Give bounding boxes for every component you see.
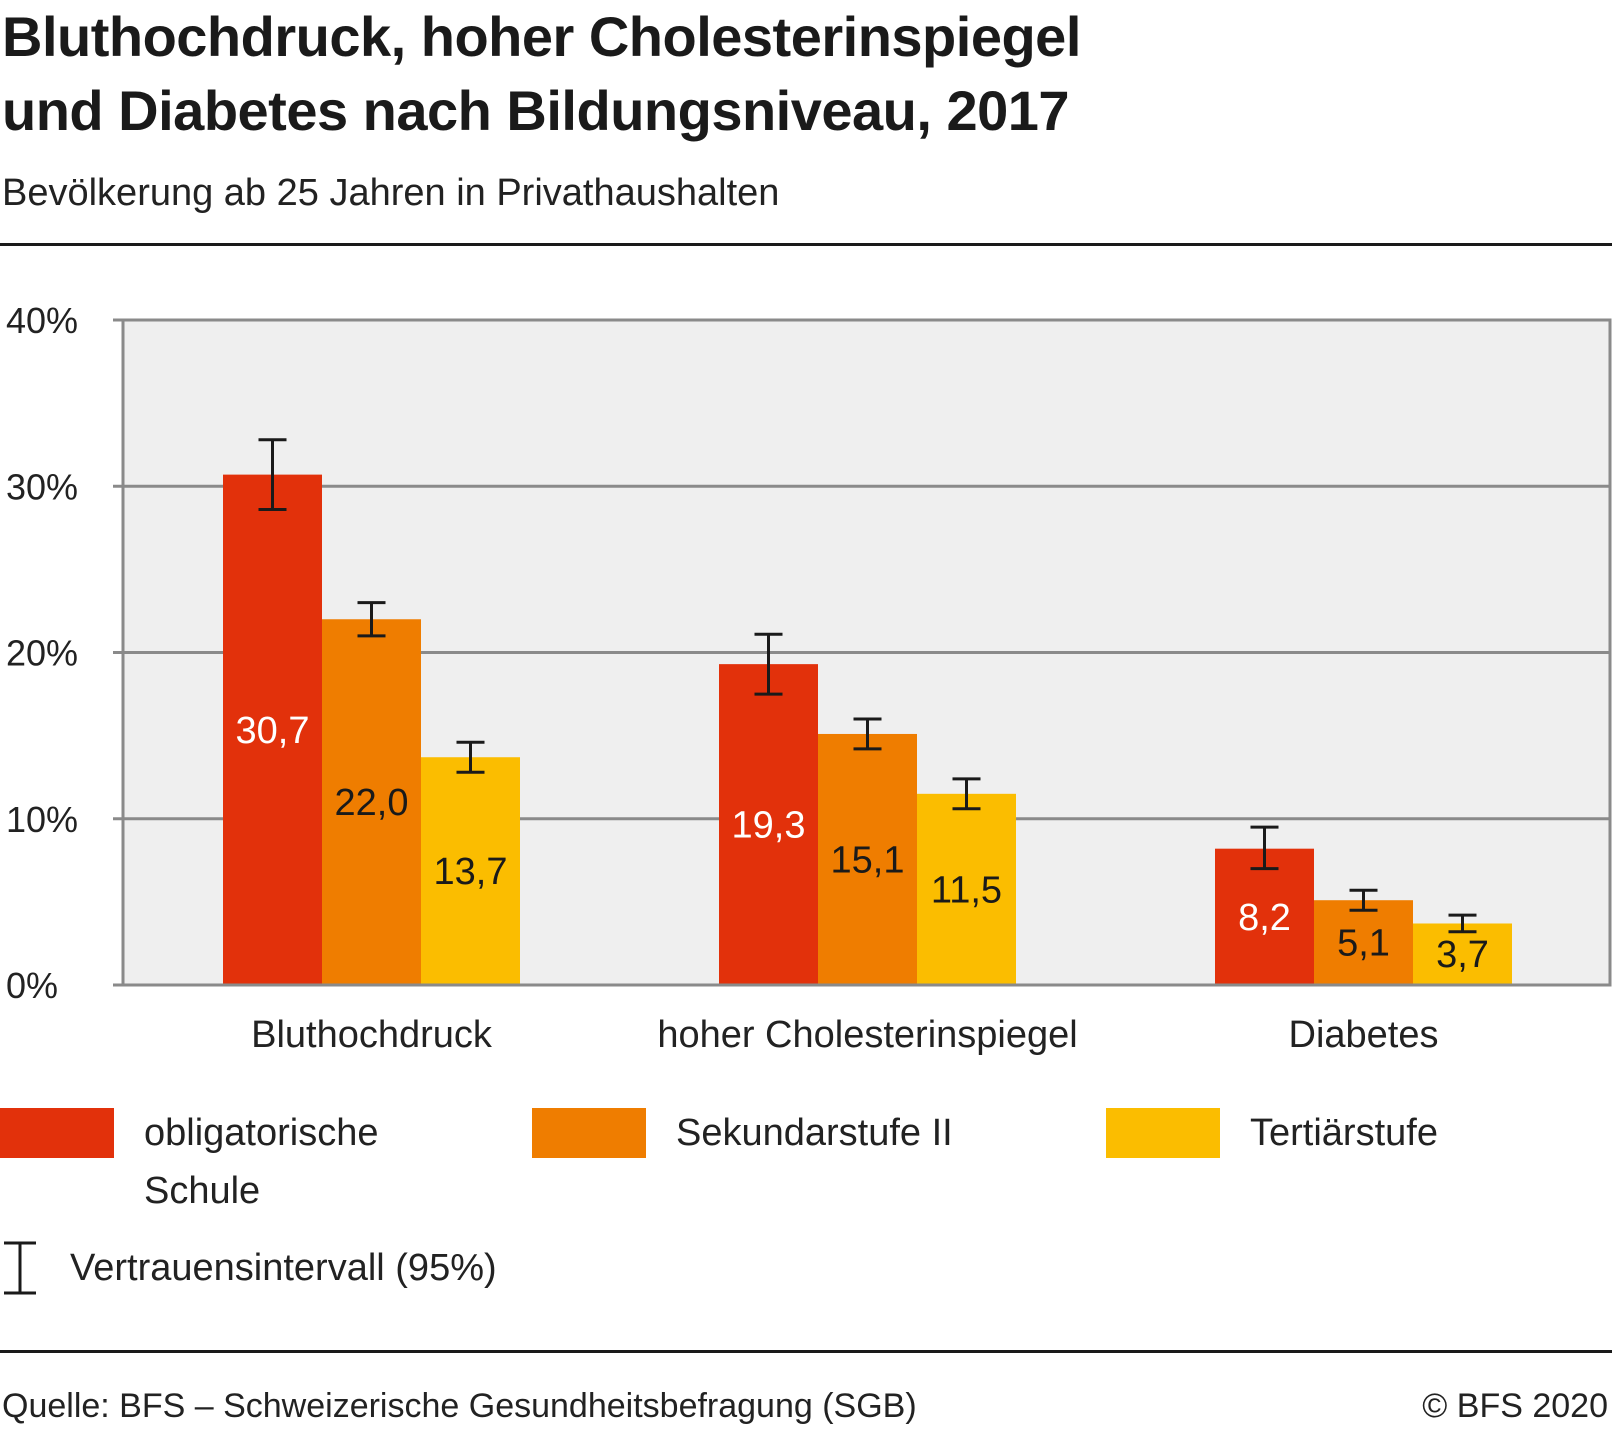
chart-subtitle: Bevölkerung ab 25 Jahren in Privathausha… [2, 172, 780, 214]
data-label: 3,7 [1436, 934, 1489, 976]
y-tick-label: 10% [6, 799, 78, 840]
bar [1314, 900, 1413, 985]
legend-label-confidence-interval: Vertrauensintervall (95%) [70, 1247, 497, 1289]
y-tick-label: 40% [6, 300, 78, 341]
chart-title: Bluthochdruck, hoher Cholesterinspiegel … [2, 0, 1502, 148]
data-label: 13,7 [434, 851, 508, 893]
legend-label: Tertiärstufe [1250, 1112, 1438, 1154]
source-note: Quelle: BFS – Schweizerische Gesundheits… [2, 1387, 917, 1425]
legend-swatch [0, 1108, 114, 1158]
legend-item-confidence-interval: Vertrauensintervall (95%) [0, 1240, 497, 1296]
data-label: 22,0 [335, 782, 409, 824]
data-label: 5,1 [1337, 923, 1390, 965]
legend-swatch [532, 1108, 646, 1158]
y-tick-label: 20% [6, 633, 78, 674]
x-category-label: hoher Cholesterinspiegel [657, 1014, 1077, 1056]
chart-title-line-2: und Diabetes nach Bildungsniveau, 2017 [2, 79, 1070, 142]
copyright-note: © BFS 2020 [1422, 1387, 1608, 1425]
data-label: 15,1 [831, 839, 905, 881]
data-label: 19,3 [732, 805, 806, 847]
bar-chart: 0% 10% 20% 30% 40% 30,7 22,0 13,7 Bluthochdruck 1… [6, 300, 1612, 1056]
x-category-label: Bluthochdruck [251, 1014, 493, 1056]
bottom-divider [0, 1350, 1612, 1353]
legend-label: Sekundarstufe II [676, 1112, 953, 1154]
data-label: 11,5 [931, 869, 1002, 911]
data-label: 8,2 [1238, 897, 1291, 939]
y-tick-label: 0% [6, 965, 58, 1006]
legend-swatch [1106, 1108, 1220, 1158]
chart-title-line-1: Bluthochdruck, hoher Cholesterinspiegel [2, 5, 1081, 68]
bar [818, 733, 917, 985]
top-divider [0, 243, 1612, 246]
bar [223, 474, 322, 985]
data-label: 30,7 [236, 710, 310, 752]
bar [719, 664, 818, 985]
bar [917, 793, 1016, 985]
legend-label: obligatorische Schule [144, 1112, 379, 1212]
bar [322, 619, 421, 985]
y-tick-label: 30% [6, 466, 78, 507]
legend-item-tertiarstufe: Tertiärstufe [1106, 1108, 1438, 1162]
bar [1215, 848, 1314, 985]
bar [421, 757, 520, 985]
legend-item-sekundarstufe-ii: Sekundarstufe II [532, 1108, 953, 1162]
legend-item-obligatorische-schule: obligatorische Schule [0, 1108, 464, 1220]
x-category-label: Diabetes [1289, 1014, 1439, 1056]
bar [1413, 923, 1512, 985]
error-bar-icon [4, 1241, 36, 1295]
